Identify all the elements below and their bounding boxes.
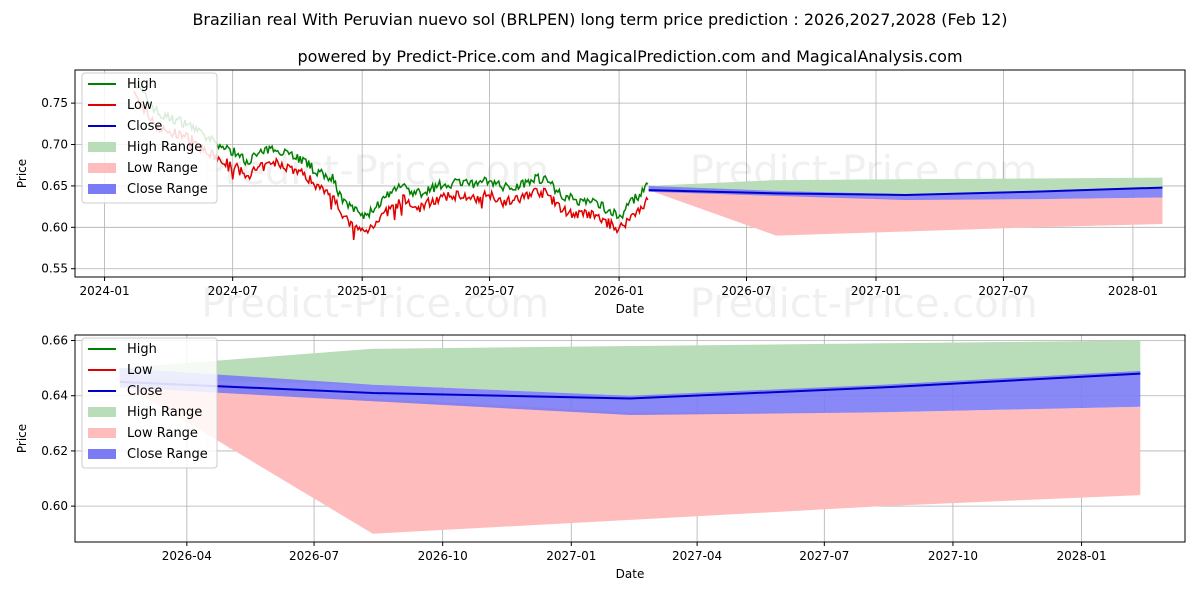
chart-title: Brazilian real With Peruvian nuevo sol (…	[192, 10, 1007, 29]
close-range-band	[648, 185, 1163, 200]
high-range-band	[119, 340, 1141, 396]
legend-swatch	[88, 407, 116, 417]
low-series-line	[133, 90, 649, 240]
y-tick-label: 0.66	[41, 334, 68, 348]
legend-label: Low	[127, 363, 153, 378]
axes-frame	[74, 334, 1186, 543]
x-tick-label: 2027-10	[928, 549, 978, 563]
legend-label: Close	[127, 119, 162, 134]
legend-label: High Range	[127, 405, 202, 420]
legend-label: Low Range	[127, 161, 198, 176]
x-tick-label: 2024-07	[208, 284, 258, 298]
legend-swatch	[88, 142, 116, 152]
x-tick-label: 2024-01	[79, 284, 129, 298]
close-range-band	[119, 368, 1141, 415]
chart-subtitle: powered by Predict-Price.com and Magical…	[297, 47, 962, 66]
y-tick-label: 0.55	[41, 262, 68, 276]
y-tick-label: 0.70	[41, 138, 68, 152]
legend: High Low Close High Range Low Range Close Ran…	[81, 337, 218, 469]
x-tick-label: 2027-07	[799, 549, 849, 563]
x-tick-label: 2028-01	[1108, 284, 1158, 298]
legend-swatch	[88, 184, 116, 194]
legend-label: High	[127, 342, 157, 357]
x-tick-label: 2026-04	[162, 549, 212, 563]
legend-label: Close	[127, 384, 162, 399]
x-tick-label: 2025-01	[337, 284, 387, 298]
x-tick-label: 2026-01	[594, 284, 644, 298]
x-tick-label: 2025-07	[465, 284, 515, 298]
x-axis-label: Date	[616, 567, 645, 581]
legend-label: Close Range	[127, 447, 208, 462]
legend-swatch	[88, 163, 116, 173]
x-tick-label: 2027-01	[851, 284, 901, 298]
x-tick-label: 2026-07	[721, 284, 771, 298]
watermark: Predict-Price.com	[690, 281, 1038, 327]
x-tick-label: 2027-01	[546, 549, 596, 563]
legend-swatch	[88, 449, 116, 459]
y-tick-label: 0.64	[41, 389, 68, 403]
legend: High Low Close High Range Low Range Close Ran…	[81, 72, 218, 204]
x-axis-label: Date	[616, 302, 645, 316]
x-tick-label: 2026-10	[418, 549, 468, 563]
y-tick-label: 0.75	[41, 96, 68, 110]
y-tick-label: 0.60	[41, 220, 68, 234]
watermark: Predict-Price.com	[201, 281, 549, 327]
y-axis-label: Price	[15, 424, 29, 453]
close-series-line	[648, 186, 1163, 197]
legend-label: High	[127, 77, 157, 92]
y-tick-label: 0.60	[41, 499, 68, 513]
legend-swatch	[88, 428, 116, 438]
y-axis-label: Price	[15, 159, 29, 188]
x-tick-label: 2028-01	[1056, 549, 1106, 563]
bottom-panel: Predict-Price.comPredict-Price.com2026-0…	[15, 334, 1186, 581]
x-tick-label: 2027-07	[978, 284, 1028, 298]
legend-label: Low	[127, 98, 153, 113]
legend-label: Low Range	[127, 426, 198, 441]
low-range-band	[648, 187, 1163, 236]
legend-label: Close Range	[127, 182, 208, 197]
axes-frame	[74, 69, 1186, 278]
close-series-line	[119, 372, 1141, 400]
low-range-band	[119, 373, 1141, 534]
top-panel: Predict-Price.com Predict-Price.com Predic…	[15, 69, 1186, 327]
x-tick-label: 2027-04	[672, 549, 722, 563]
legend-label: High Range	[127, 140, 202, 155]
high-series-line	[133, 85, 649, 220]
x-tick-label: 2026-07	[289, 549, 339, 563]
watermark: Predict-Price.com	[201, 148, 549, 194]
high-range-band	[648, 177, 1163, 195]
y-tick-label: 0.65	[41, 179, 68, 193]
y-tick-label: 0.62	[41, 444, 68, 458]
